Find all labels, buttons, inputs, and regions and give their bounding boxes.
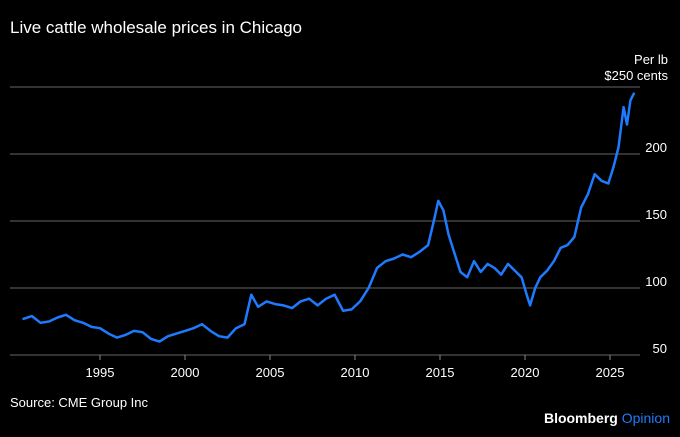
x-tick-label: 2000 [171, 365, 200, 380]
y-tick-label: 200 [645, 140, 667, 155]
x-tick-label: 2015 [426, 365, 455, 380]
x-tick-label: 2025 [596, 365, 625, 380]
y-tick-label: 100 [645, 274, 667, 289]
brand-logo: Bloomberg Opinion [544, 410, 670, 426]
y-tick-label: 50 [653, 341, 667, 356]
brand-primary: Bloomberg [543, 410, 618, 426]
source-note: Source: CME Group Inc [10, 395, 148, 410]
brand-secondary: Opinion [621, 410, 670, 426]
unit-label: Per lb [634, 52, 668, 67]
x-tick-label: 1995 [86, 365, 115, 380]
x-tick-label: 2010 [341, 365, 370, 380]
x-tick-label: 2020 [511, 365, 540, 380]
y-tick-label: 150 [645, 207, 667, 222]
x-tick-label: 2005 [256, 365, 285, 380]
chart-title: Live cattle wholesale prices in Chicago [10, 18, 302, 37]
top-tick-label: $250 cents [604, 68, 668, 83]
series-line [22, 92, 636, 343]
